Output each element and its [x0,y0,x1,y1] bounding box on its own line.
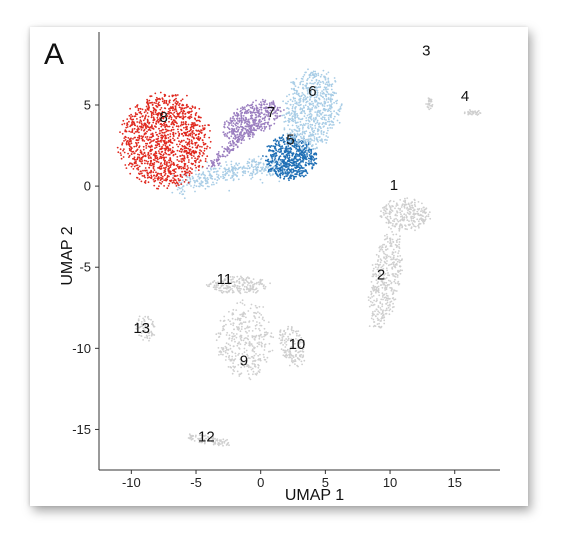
x-tick-label: -5 [190,475,202,490]
scatter-points [116,68,482,447]
cluster-9-points [215,299,275,381]
cluster-12-points [187,433,230,447]
cluster-label-3: 3 [422,42,430,59]
cluster-label-10: 10 [289,336,306,353]
cluster-11-points [205,275,271,295]
y-tick-label: -5 [79,260,91,275]
cluster-label-2: 2 [377,266,385,283]
x-tick-label: 5 [322,475,329,490]
cluster-3-points [425,97,434,111]
cluster-10-points [278,325,306,368]
cluster-7-points [222,98,285,141]
y-tick-label: -10 [72,341,91,356]
cluster-13-points [135,315,156,342]
figure-card [30,27,528,506]
cluster-1-points [379,197,432,232]
cluster-label-13: 13 [133,320,150,337]
x-tick-label: -10 [122,475,141,490]
cluster-label-6: 6 [308,83,316,100]
y-tick-label: 5 [84,98,91,113]
y-axis-title: UMAP 2 [59,226,76,285]
cluster-label-4: 4 [461,88,469,105]
panel-label: A [44,38,65,71]
cluster-2-points [367,227,403,329]
cluster-8-points [116,91,212,190]
cluster-label-8: 8 [160,109,168,126]
cluster-6-points [281,68,343,151]
cluster-label-12: 12 [198,429,215,446]
x-tick-label: 0 [257,475,264,490]
y-tick-label: -15 [72,422,91,437]
x-tick-label: 10 [383,475,397,490]
cluster-label-5: 5 [286,132,294,149]
cluster-label-7: 7 [267,104,275,121]
x-tick-label: 15 [447,475,461,490]
cluster-4-points [463,109,482,116]
x-axis-title: UMAP 1 [285,487,344,504]
cluster-label-11: 11 [217,271,233,288]
cluster-label-9: 9 [240,352,248,369]
y-tick-label: 0 [84,179,91,194]
cluster-label-1: 1 [390,177,398,194]
